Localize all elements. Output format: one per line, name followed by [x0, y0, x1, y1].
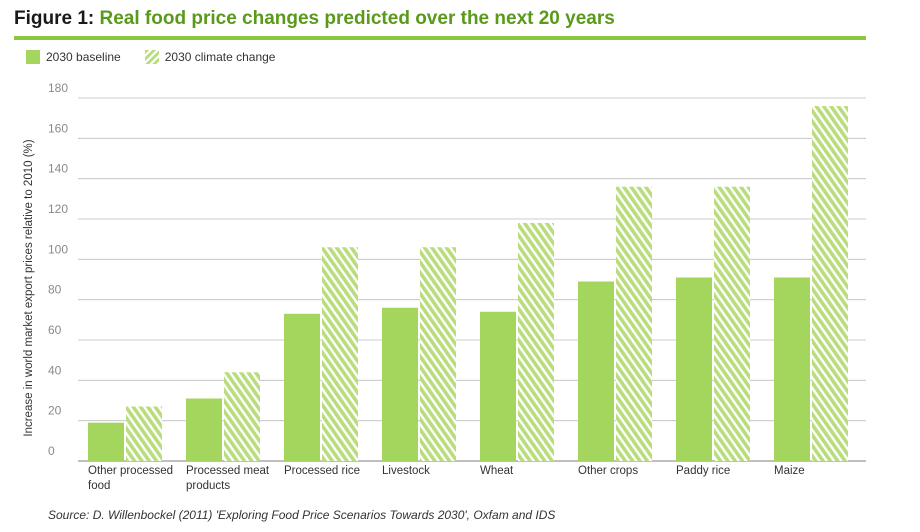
y-tick-label: 20: [48, 404, 62, 418]
bar-climate-change: [812, 106, 848, 462]
y-tick-label: 140: [48, 162, 68, 176]
legend-label-baseline: 2030 baseline: [46, 50, 121, 64]
bar-baseline: [284, 313, 320, 461]
y-axis-ticks: 0 20 40 60 80 100 120 140 160 180: [48, 81, 68, 458]
x-tick-label: Processed rice: [284, 465, 360, 477]
title-rule: [14, 36, 866, 40]
y-tick-label: 0: [48, 444, 55, 458]
x-tick-label: food: [88, 480, 110, 492]
bar-baseline: [676, 277, 712, 461]
figure-title: Real food price changes predicted over t…: [99, 8, 615, 29]
x-axis-labels: Other processed food Processed meat product…: [88, 465, 805, 492]
bar-climate-change: [322, 247, 358, 461]
y-tick-label: 160: [48, 121, 68, 135]
y-tick-label: 100: [48, 242, 68, 256]
bar-baseline: [88, 422, 124, 461]
source-note: Source: D. Willenbockel (2011) 'Explorin…: [48, 508, 556, 522]
y-tick-label: 80: [48, 283, 62, 297]
bar-baseline: [578, 281, 614, 461]
bar-climate-change: [714, 186, 750, 461]
bars: [88, 106, 848, 462]
bar-baseline: [774, 277, 810, 461]
bar-chart: 0 20 40 60 80 100 120 140 160 180 Other processed…: [23, 81, 866, 492]
chart-title: Figure 1: Real food price changes predic…: [14, 8, 615, 30]
bar-baseline: [382, 307, 418, 461]
x-tick-label: Maize: [774, 465, 805, 477]
figure-label: Figure 1:: [14, 8, 95, 29]
x-tick-label: Wheat: [480, 465, 514, 477]
y-tick-label: 40: [48, 363, 62, 377]
x-tick-label: products: [186, 480, 230, 492]
y-tick-label: 120: [48, 202, 68, 216]
x-tick-label: Other crops: [578, 465, 638, 477]
bar-climate-change: [518, 223, 554, 461]
x-tick-label: Processed meat: [186, 465, 270, 477]
bar-baseline: [480, 311, 516, 461]
legend-label-climate: 2030 climate change: [164, 50, 276, 64]
legend: 2030 baseline 2030 climate change: [26, 50, 299, 64]
legend-item-baseline: 2030 baseline: [26, 50, 121, 64]
legend-item-climate: 2030 climate change: [144, 50, 276, 64]
x-tick-label: Paddy rice: [676, 465, 730, 477]
y-tick-label: 60: [48, 323, 62, 337]
x-tick-label: Livestock: [382, 465, 430, 477]
bar-climate-change: [420, 247, 456, 461]
legend-swatch-climate: [144, 50, 159, 64]
legend-swatch-baseline: [26, 50, 40, 64]
bar-baseline: [186, 398, 222, 461]
y-axis-label: Increase in world market export prices r…: [23, 139, 35, 436]
bar-climate-change: [616, 186, 652, 461]
x-tick-label: Other processed: [88, 465, 173, 477]
y-tick-label: 180: [48, 81, 68, 95]
bar-climate-change: [224, 372, 260, 461]
bar-climate-change: [126, 406, 162, 461]
